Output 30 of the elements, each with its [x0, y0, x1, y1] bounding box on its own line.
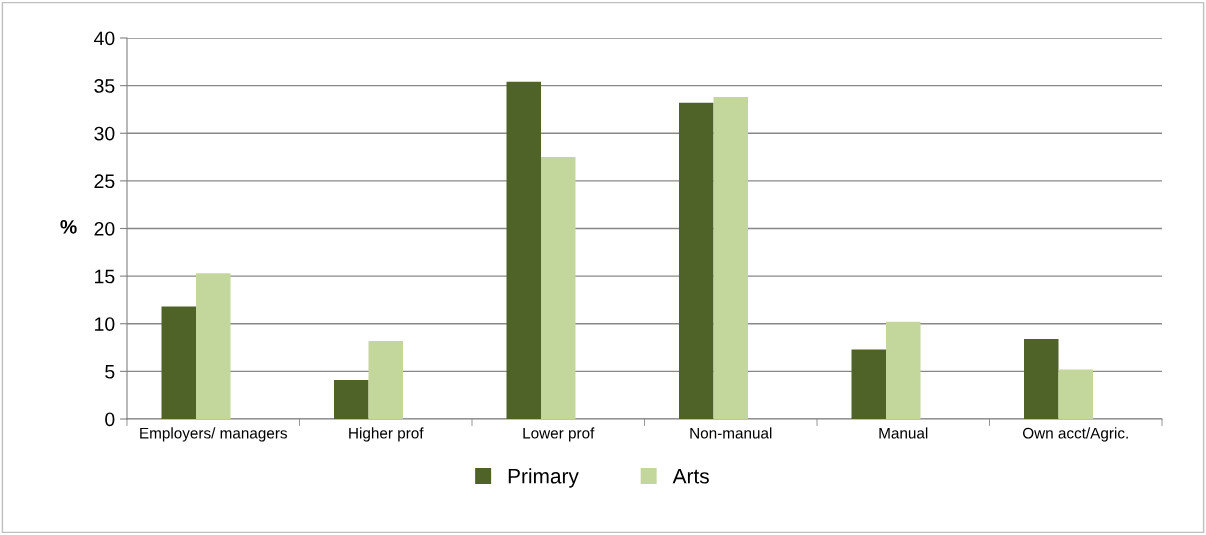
y-axis-title: %: [60, 220, 77, 234]
y-tick-label: 20: [94, 221, 115, 236]
legend-label: Arts: [672, 468, 709, 484]
bar: [506, 81, 541, 419]
y-tick-label: 25: [94, 174, 115, 189]
x-tick-label: Non-manual: [690, 427, 772, 439]
legend-label: Primary: [508, 468, 579, 488]
bar: [196, 273, 231, 419]
bar: [713, 97, 748, 419]
y-tick-label: 35: [94, 79, 115, 93]
x-tick-label: Lower prof: [523, 427, 595, 442]
bar: [368, 340, 403, 419]
y-tick-label: 40: [94, 31, 115, 46]
bar: [541, 157, 576, 419]
x-tick-label: Manual: [879, 427, 928, 439]
x-tick-label: Employers/ managers: [140, 427, 287, 442]
bar: [886, 321, 921, 419]
x-tick-label: Higher prof: [349, 427, 424, 442]
bar: [1024, 338, 1059, 419]
y-tick-label: 30: [94, 126, 115, 141]
y-tick-label: 15: [95, 269, 115, 284]
y-tick-label: 5: [105, 365, 115, 379]
bar: [851, 349, 886, 419]
y-tick-label: 10: [95, 317, 115, 331]
bar: [161, 306, 196, 419]
bar: [679, 102, 714, 419]
x-tick-label: Own acct/Agric.: [1022, 427, 1128, 442]
y-tick-label: 0: [105, 412, 115, 427]
bar: [334, 379, 369, 419]
bar: [1058, 369, 1093, 419]
